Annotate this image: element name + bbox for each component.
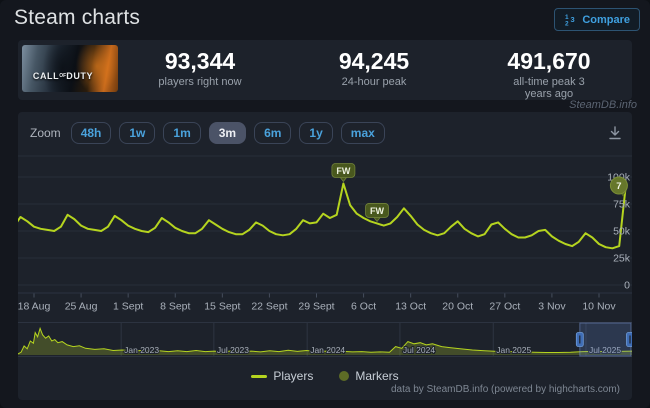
zoom-range-48h[interactable]: 48h bbox=[70, 122, 112, 144]
nav-date-label: Jan 2025 bbox=[496, 345, 531, 355]
fw-flag-marker[interactable]: FW bbox=[365, 203, 389, 223]
compare-numbers-icon: 1 2 3 bbox=[565, 14, 575, 27]
zoom-range-6m[interactable]: 6m bbox=[254, 122, 292, 144]
chart-panel: Zoom 48h 1w 1m 3m 6m 1y max 18 Aug 25 Aug 1 Sept… bbox=[18, 112, 632, 400]
compare-button-label: Compare bbox=[582, 13, 630, 26]
chart-navigator[interactable]: Jan 2023 Jul 2023 Jan 2024 Jul 2024 Jan 2025… bbox=[18, 322, 632, 359]
game-logo: CALLOFDUTY bbox=[32, 71, 94, 81]
nav-date-label: Jul 2023 bbox=[217, 345, 249, 355]
legend-item-markers[interactable]: Markers bbox=[339, 369, 399, 383]
svg-text:1: 1 bbox=[565, 14, 569, 21]
stat-value: 94,245 bbox=[338, 48, 410, 74]
stat-label: all-time peak 3 years ago bbox=[513, 76, 585, 100]
svg-text:3: 3 bbox=[571, 15, 575, 24]
nav-handle-left[interactable] bbox=[575, 332, 584, 347]
x-axis-label: 20 Oct bbox=[442, 301, 473, 313]
zoom-range-max[interactable]: max bbox=[340, 122, 385, 144]
stat-alltime-peak: 491,670 all-time peak 3 years ago bbox=[507, 49, 590, 100]
legend-players-label: Players bbox=[273, 369, 314, 383]
markers-dot-swatch bbox=[339, 371, 350, 381]
cluster-marker[interactable]: 7 bbox=[609, 176, 628, 197]
x-axis-label: 1 Sept bbox=[113, 301, 143, 313]
game-capsule-image[interactable]: CALLOFDUTY bbox=[22, 45, 118, 92]
x-axis-label: 29 Sept bbox=[298, 301, 334, 313]
nav-date-label: Jul 2024 bbox=[403, 345, 435, 355]
x-axis-label: 8 Sept bbox=[160, 301, 190, 313]
players-line[interactable] bbox=[18, 182, 627, 250]
stat-value: 491,670 bbox=[507, 48, 591, 74]
steamdb-watermark: SteamDB.info bbox=[569, 99, 637, 111]
legend-item-players[interactable]: Players bbox=[251, 369, 313, 383]
fw-flag-marker[interactable]: FW bbox=[331, 163, 356, 183]
stat-24h-peak: 94,245 24-hour peak bbox=[339, 49, 409, 88]
zoom-range-toolbar: Zoom 48h 1w 1m 3m 6m 1y max bbox=[30, 122, 385, 144]
zoom-buttons: 48h 1w 1m 3m 6m 1y max bbox=[70, 122, 385, 144]
x-axis-label: 6 Oct bbox=[351, 301, 376, 313]
svg-text:2: 2 bbox=[565, 21, 569, 27]
nav-line bbox=[18, 326, 632, 355]
y-axis-label: 75k bbox=[613, 199, 631, 211]
stat-current-players: 93,344 players right now bbox=[158, 49, 241, 88]
chart-credits-link[interactable]: data by SteamDB.info (powered by highcha… bbox=[391, 384, 620, 395]
svg-text:FW: FW bbox=[370, 206, 384, 216]
zoom-range-1m[interactable]: 1m bbox=[163, 122, 201, 144]
y-axis-label: 0 bbox=[624, 280, 630, 292]
x-axis-label: 10 Nov bbox=[582, 301, 616, 313]
x-axis-label: 3 Nov bbox=[538, 301, 566, 313]
x-axis-label: 15 Sept bbox=[204, 301, 240, 313]
nav-handle-right[interactable] bbox=[626, 332, 633, 347]
x-axis-label: 22 Sept bbox=[251, 301, 287, 313]
stat-label: players right now bbox=[158, 76, 242, 88]
nav-date-label: Jul 2025 bbox=[589, 345, 621, 355]
compare-button[interactable]: 1 2 3 Compare bbox=[554, 8, 640, 31]
x-axis-label: 25 Aug bbox=[65, 301, 98, 313]
zoom-range-1y[interactable]: 1y bbox=[299, 122, 333, 144]
legend-markers-label: Markers bbox=[355, 369, 399, 383]
nav-date-label: Jan 2024 bbox=[310, 345, 345, 355]
nav-selection[interactable] bbox=[579, 322, 632, 357]
zoom-range-3m[interactable]: 3m bbox=[208, 122, 247, 144]
chart-legend: Players Markers bbox=[18, 369, 632, 383]
x-axis-label: 27 Oct bbox=[489, 301, 520, 313]
players-line-swatch bbox=[251, 374, 268, 378]
zoom-label: Zoom bbox=[30, 126, 61, 140]
players-line-chart[interactable]: 18 Aug 25 Aug 1 Sept 8 Sept 15 Sept 22 Sept 29… bbox=[18, 150, 632, 316]
x-axis-label: 13 Oct bbox=[395, 301, 426, 313]
nav-date-label: Jan 2023 bbox=[124, 345, 159, 355]
y-axis-label: 50k bbox=[613, 226, 631, 238]
zoom-range-1w[interactable]: 1w bbox=[119, 122, 156, 144]
x-axis-label: 18 Aug bbox=[18, 301, 51, 313]
stat-value: 93,344 bbox=[164, 48, 236, 74]
svg-text:FW: FW bbox=[336, 166, 350, 176]
download-chart-icon[interactable] bbox=[608, 126, 622, 140]
stat-label: 24-hour peak bbox=[341, 76, 407, 88]
page-title: Steam charts bbox=[14, 6, 141, 29]
svg-text:7: 7 bbox=[616, 181, 621, 192]
y-axis-label: 25k bbox=[613, 253, 631, 265]
stats-panel: CALLOFDUTY 93,344 players right now 94,2… bbox=[18, 40, 632, 100]
